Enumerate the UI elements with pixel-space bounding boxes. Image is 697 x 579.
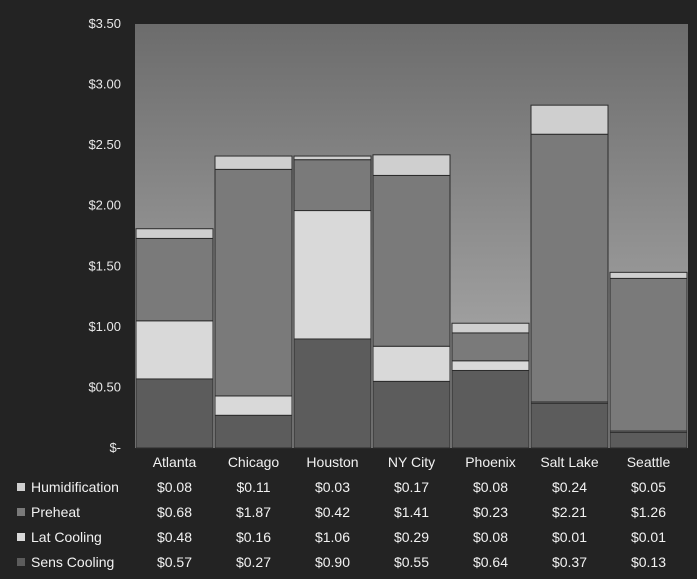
y-tick-label: $3.50 — [88, 16, 121, 31]
bar-segment — [293, 155, 372, 161]
category-label: Chicago — [228, 454, 280, 470]
data-label: $0.48 — [157, 529, 192, 545]
bar-segment — [293, 338, 372, 449]
category-label: Atlanta — [153, 454, 197, 470]
category-label: Seattle — [627, 454, 671, 470]
bar-segment — [372, 154, 451, 176]
data-label: $0.24 — [552, 479, 587, 495]
legend-entry: Lat Cooling — [31, 529, 102, 545]
y-tick-label: $3.00 — [88, 77, 121, 92]
y-tick-label: $2.00 — [88, 198, 121, 213]
data-label: $2.21 — [552, 504, 587, 520]
data-label: $0.90 — [315, 554, 350, 570]
bar-segment — [530, 402, 609, 449]
bar-segment — [530, 133, 609, 403]
bar-segment — [609, 431, 688, 449]
legend-swatch — [17, 483, 25, 491]
y-tick-label: $2.50 — [88, 137, 121, 152]
bar-segment — [609, 271, 688, 279]
data-label: $0.27 — [236, 554, 271, 570]
data-label: $0.16 — [236, 529, 271, 545]
data-label: $0.08 — [473, 479, 508, 495]
legend-swatch — [17, 508, 25, 516]
data-label: $0.29 — [394, 529, 429, 545]
bar-segment — [451, 322, 530, 334]
data-label: $0.57 — [157, 554, 192, 570]
y-axis: $- $0.50 $1.00 $1.50 $2.00 $2.50 $3.00 $3.50 — [88, 16, 121, 455]
category-label: Salt Lake — [540, 454, 599, 470]
y-tick-label: $0.50 — [88, 379, 121, 394]
legend-entry: Preheat — [31, 504, 80, 520]
data-label: $1.26 — [631, 504, 666, 520]
data-label: $0.68 — [157, 504, 192, 520]
category-label: Phoenix — [465, 454, 516, 470]
data-label: $0.23 — [473, 504, 508, 520]
bar-segment — [451, 360, 530, 371]
category-label: NY City — [388, 454, 435, 470]
data-label: $1.87 — [236, 504, 271, 520]
bar-segment — [530, 104, 609, 135]
data-label: $0.37 — [552, 554, 587, 570]
bar-segment — [135, 237, 214, 322]
bar-segment — [609, 277, 688, 432]
legend-swatch — [17, 533, 25, 541]
bar-segment — [372, 345, 451, 382]
bar-segment — [372, 380, 451, 449]
legend-entry: Humidification — [31, 479, 119, 495]
data-label: $1.41 — [394, 504, 429, 520]
bar-segment — [451, 369, 530, 449]
data-label: $0.17 — [394, 479, 429, 495]
data-label: $0.11 — [237, 479, 271, 495]
bar-segment — [135, 320, 214, 380]
legend-swatch — [17, 558, 25, 566]
data-label: $0.42 — [315, 504, 350, 520]
legend-entry: Sens Cooling — [31, 554, 114, 570]
data-label: $0.05 — [631, 479, 666, 495]
data-table: Humidification $0.08 $0.11 $0.03 $0.17 $0.08 $… — [17, 479, 666, 570]
bars — [135, 104, 688, 449]
bar-segment — [451, 332, 530, 362]
x-axis-labels: Atlanta Chicago Houston NY City Phoenix Salt … — [153, 454, 671, 470]
bar-segment — [135, 378, 214, 449]
bar-segment — [372, 174, 451, 347]
bar-segment — [214, 414, 293, 449]
data-label: $0.08 — [157, 479, 192, 495]
bar-segment — [293, 159, 372, 212]
data-label: $0.01 — [631, 529, 666, 545]
data-label: $0.03 — [315, 479, 350, 495]
bar-segment — [214, 168, 293, 397]
data-label: $0.13 — [631, 554, 666, 570]
bar-segment — [135, 228, 214, 239]
bar-segment — [293, 210, 372, 340]
data-label: $0.64 — [473, 554, 508, 570]
data-label: $0.55 — [394, 554, 429, 570]
y-tick-label: $1.50 — [88, 258, 121, 273]
data-label: $1.06 — [315, 529, 350, 545]
y-tick-label: $- — [109, 440, 121, 455]
y-tick-label: $1.00 — [88, 319, 121, 334]
category-label: Houston — [306, 454, 358, 470]
data-label: $0.08 — [473, 529, 508, 545]
data-label: $0.01 — [552, 529, 587, 545]
bar-segment — [214, 155, 293, 170]
bar-segment — [214, 395, 293, 416]
